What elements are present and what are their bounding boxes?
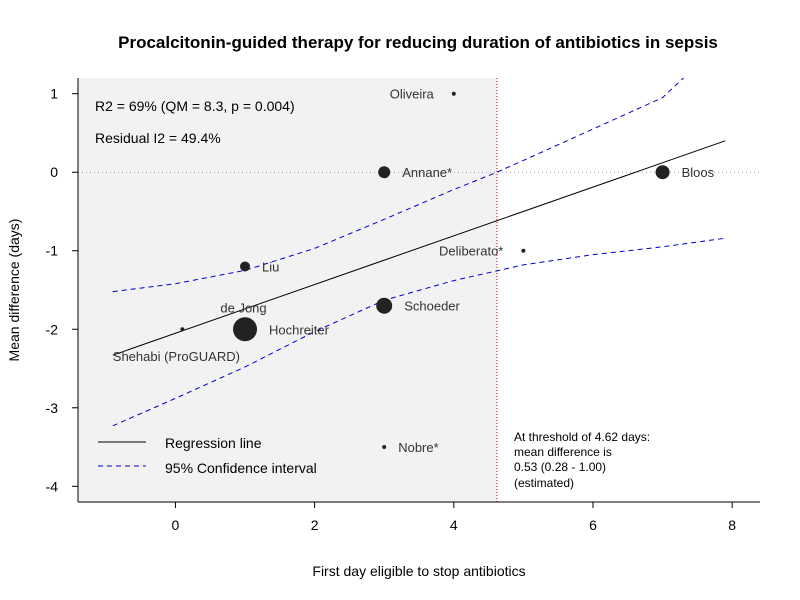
stat-r2: R2 = 69% (QM = 8.3, p = 0.004) <box>95 98 295 114</box>
y-tick-label: -2 <box>46 321 59 337</box>
legend-regression-label: Regression line <box>165 435 262 451</box>
y-tick-label: -1 <box>46 243 59 259</box>
y-tick-label: 0 <box>50 164 58 180</box>
study-label: de Jong <box>220 300 266 315</box>
points-layer: Oliveira Annane* Bloos Deliberato* Liu Schoed… <box>113 87 715 455</box>
study-point <box>240 261 251 272</box>
study-point <box>521 248 526 253</box>
y-tick-label: -3 <box>46 400 59 416</box>
study-label: Deliberato* <box>439 244 503 259</box>
shaded-region <box>78 78 497 502</box>
study-label: Nobre* <box>398 440 438 455</box>
chart-title: Procalcitonin-guided therapy for reducin… <box>118 33 718 52</box>
ci-lower-line <box>112 237 726 427</box>
y-ticks: 1 0 -1 -2 -3 -4 <box>46 86 78 494</box>
annotation-line-2: mean difference is <box>514 445 612 459</box>
study-label: Bloos <box>682 165 715 180</box>
y-tick-label: -4 <box>46 478 59 494</box>
study-label: Liu <box>262 259 279 274</box>
regression-line <box>112 140 726 356</box>
study-label: Annane* <box>402 165 452 180</box>
x-ticks: 0 2 4 6 8 <box>172 502 736 533</box>
ci-upper-line <box>112 77 684 293</box>
study-point <box>376 297 393 314</box>
legend: Regression line 95% Confidence interval <box>98 435 317 476</box>
x-tick-label: 4 <box>450 517 458 533</box>
x-tick-label: 0 <box>172 517 180 533</box>
y-tick-label: 1 <box>50 86 58 102</box>
threshold-annotation: At threshold of 4.62 days: mean differen… <box>514 430 650 490</box>
study-label: Shehabi (ProGUARD) <box>113 349 240 364</box>
annotation-line-4: (estimated) <box>514 476 574 490</box>
study-point <box>451 91 456 96</box>
study-point <box>382 445 387 450</box>
study-label: Oliveira <box>390 87 435 102</box>
study-label: Hochreiter <box>269 322 330 337</box>
x-tick-label: 8 <box>728 517 736 533</box>
study-point <box>378 166 391 179</box>
x-tick-label: 6 <box>589 517 597 533</box>
x-tick-label: 2 <box>311 517 319 533</box>
annotation-line-1: At threshold of 4.62 days: <box>514 430 650 444</box>
stat-i2: Residual I2 = 49.4% <box>95 130 221 146</box>
study-point <box>180 327 185 332</box>
y-axis-label: Mean difference (days) <box>6 219 22 362</box>
study-point <box>233 317 258 342</box>
legend-ci-label: 95% Confidence interval <box>165 460 317 476</box>
annotation-line-3: 0.53 (0.28 - 1.00) <box>514 460 606 474</box>
study-label: Schoeder <box>404 299 460 314</box>
x-axis-label: First day eligible to stop antibiotics <box>312 563 525 579</box>
study-point <box>655 165 670 180</box>
